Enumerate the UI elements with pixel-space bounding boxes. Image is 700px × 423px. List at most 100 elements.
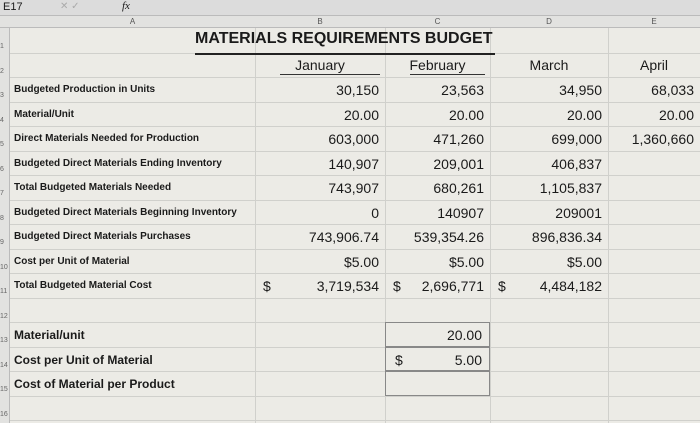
value-cell: 0 <box>371 204 379 221</box>
value-cell: 2,696,771 <box>421 278 484 294</box>
month-header: April <box>639 56 668 73</box>
value-cell: 20.00 <box>446 327 482 343</box>
row-number: 4 <box>0 116 4 124</box>
value-cell: 743,906.74 <box>308 229 379 245</box>
column-line <box>608 28 609 423</box>
title: MATERIALS REQUIREMENTS BUDGET <box>195 30 493 47</box>
row-label: Material/Unit <box>14 108 75 120</box>
value-cell: 209,001 <box>433 155 484 172</box>
row-line <box>10 175 700 176</box>
value-cell: 406,837 <box>551 155 602 172</box>
row-line <box>10 273 700 274</box>
value-cell: 34,950 <box>559 82 602 98</box>
row-line <box>10 150 700 152</box>
row-label: Cost per Unit of Material <box>14 352 153 367</box>
column-letter: B <box>317 17 323 26</box>
cell-reference[interactable]: E17 <box>3 1 23 13</box>
value-cell: 699,000 <box>551 131 602 147</box>
row-label: Budgeted Direct Materials Ending Invento… <box>14 157 222 169</box>
row-number: 2 <box>0 67 4 75</box>
row-line <box>10 297 700 299</box>
value-cell: $5.00 <box>448 253 484 270</box>
row-line <box>10 248 700 250</box>
value-cell: 209001 <box>555 204 602 221</box>
row-number: 10 <box>0 263 8 271</box>
value-cell: 743,907 <box>328 180 379 196</box>
column-header-bar <box>0 16 700 28</box>
row-label: Material/unit <box>14 328 85 342</box>
row-label: Total Budgeted Material Cost <box>14 280 152 291</box>
currency-symbol: $ <box>393 278 401 294</box>
month-header: March <box>529 56 569 73</box>
row-label: Total Budgeted Materials Needed <box>14 182 172 193</box>
row-number: 5 <box>0 141 4 148</box>
column-letter: A <box>129 17 136 26</box>
row-number: 14 <box>0 361 8 369</box>
row-number: 9 <box>0 239 4 246</box>
month-underline <box>280 74 380 75</box>
row-number: 16 <box>0 410 8 418</box>
column-letter: C <box>434 17 441 26</box>
row-line <box>10 322 700 323</box>
value-cell: 140907 <box>437 204 484 221</box>
month-underline <box>410 74 485 75</box>
row-line <box>10 224 700 225</box>
value-cell: 68,033 <box>651 82 694 98</box>
row-number: 3 <box>0 92 4 99</box>
column-line <box>385 28 386 423</box>
value-cell: 20.00 <box>566 106 602 123</box>
row-number-bar <box>0 28 10 423</box>
row-number: 8 <box>0 214 4 222</box>
row-line <box>10 346 700 348</box>
row-number: 1 <box>0 43 4 50</box>
value-cell: 539,354.26 <box>413 229 484 245</box>
value-cell: $5.00 <box>343 253 379 270</box>
row-number: 11 <box>0 288 8 295</box>
row-label: Cost per Unit of Material <box>14 255 130 267</box>
value-cell: 20.00 <box>343 106 379 123</box>
row-label: Budgeted Production in Units <box>14 84 156 95</box>
value-cell: 4,484,182 <box>539 278 602 294</box>
row-number: 7 <box>0 190 4 197</box>
row-line <box>10 420 700 421</box>
value-cell: 30,150 <box>336 82 379 98</box>
row-line <box>10 101 700 103</box>
row-label: Direct Materials Needed for Production <box>14 133 200 144</box>
row-number: 6 <box>0 165 4 173</box>
column-letter: D <box>546 17 552 26</box>
value-cell: 5.00 <box>454 351 482 368</box>
row-number: 15 <box>0 386 8 393</box>
row-line <box>10 395 700 397</box>
row-number: 13 <box>0 337 8 344</box>
currency-symbol: $ <box>498 278 506 294</box>
input-cell <box>385 322 490 347</box>
column-line <box>490 28 491 423</box>
row-line <box>10 126 700 127</box>
column-letter: E <box>651 17 657 26</box>
row-label: Budgeted Direct Materials Beginning Inve… <box>14 206 237 218</box>
value-cell: 1,360,660 <box>631 131 694 147</box>
value-cell: 1,105,837 <box>539 180 602 196</box>
value-cell: 23,563 <box>441 82 484 98</box>
row-label: Cost of Material per Product <box>14 377 175 391</box>
row-line <box>10 199 700 201</box>
row-line <box>10 77 700 78</box>
row-label: Budgeted Direct Materials Purchases <box>14 231 191 242</box>
value-cell: 680,261 <box>433 180 484 196</box>
fx-label: fx <box>122 0 130 12</box>
value-cell: 3,719,534 <box>316 278 379 294</box>
month-header: February <box>409 56 466 73</box>
input-cell <box>385 346 490 371</box>
input-cell <box>385 371 490 396</box>
title-underline <box>195 52 495 55</box>
row-line <box>10 371 700 372</box>
currency-symbol: $ <box>395 351 403 368</box>
row-number: 12 <box>0 312 8 320</box>
column-line <box>255 28 256 423</box>
formula-icons: ✕ ✓ <box>60 1 80 12</box>
value-cell: 140,907 <box>328 155 379 172</box>
formula-bar <box>0 0 700 16</box>
value-cell: 603,000 <box>328 131 379 147</box>
value-cell: 20.00 <box>658 106 694 123</box>
